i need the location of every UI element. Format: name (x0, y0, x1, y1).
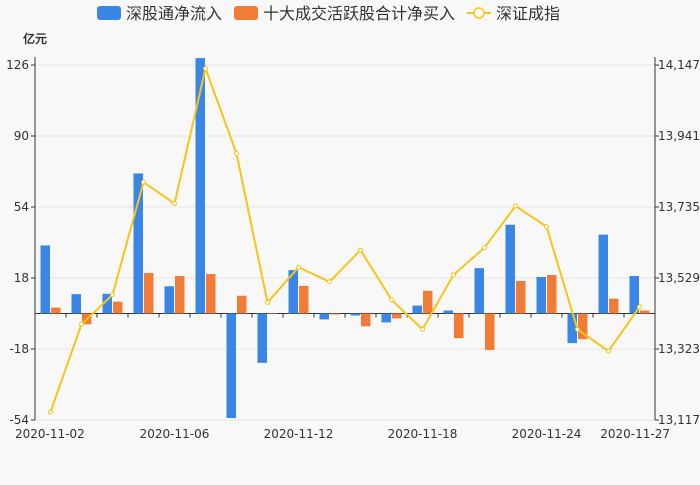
top10-bar-8 (299, 285, 309, 314)
top10-bar-3 (144, 273, 154, 314)
inflow-bar-13 (443, 310, 453, 314)
legend: 深股通净流入 十大成交活跃股合计净买入 深证成指 (97, 4, 560, 23)
inflow-bar-0 (40, 245, 50, 314)
index-point-1 (79, 321, 84, 327)
bars (40, 58, 650, 419)
top10-bar-14 (485, 313, 495, 350)
left-tick-label-0: -54 (9, 413, 29, 427)
inflow-bar-16 (536, 277, 546, 314)
legend-label-2: 深证成指 (496, 4, 560, 23)
index-point-3 (141, 179, 146, 185)
index-point-18 (606, 348, 611, 354)
legend-swatch-marker-2 (473, 7, 485, 19)
index-point-16 (544, 224, 549, 230)
legend-swatch-0 (97, 6, 121, 20)
inflow-bar-15 (505, 224, 515, 314)
x-tick-label-4: 2020-11-24 (512, 427, 582, 441)
index-point-19 (637, 304, 642, 310)
inflow-bar-1 (71, 294, 81, 314)
top10-bar-10 (361, 313, 371, 327)
index-point-15 (513, 203, 518, 209)
top10-bar-16 (547, 275, 557, 314)
index-point-0 (48, 409, 53, 415)
legend-label-1: 十大成交活跃股合计净买入 (263, 4, 455, 23)
inflow-bar-2 (102, 293, 112, 314)
inflow-bar-5 (195, 58, 205, 314)
left-tick-label-4: 90 (14, 129, 29, 143)
inflow-bar-7 (257, 313, 267, 363)
index-polyline (49, 64, 641, 413)
index-point-13 (451, 272, 456, 278)
left-axis-unit-label: 亿元 (23, 31, 47, 46)
inflow-bar-8 (288, 270, 298, 314)
index-point-10 (358, 247, 363, 253)
top10-bar-6 (237, 295, 247, 314)
x-tick-label-2: 2020-11-12 (264, 427, 334, 441)
right-tick-label-0: 13,117 (658, 413, 700, 427)
inflow-bar-17 (567, 313, 577, 344)
index-point-12 (420, 326, 425, 332)
axes: -54 -18 18 54 90 126 13,117 13,323 13,529 13,735 1… (6, 57, 700, 441)
top10-bar-2 (113, 301, 123, 314)
top10-bar-12 (423, 290, 433, 314)
left-tick-label-2: 18 (14, 271, 29, 285)
index-point-4 (172, 201, 177, 207)
x-tick-label-1: 2020-11-06 (140, 427, 210, 441)
inflow-bar-10 (350, 313, 360, 316)
index-point-11 (389, 297, 394, 303)
top10-bar-0 (51, 307, 61, 314)
index-point-9 (327, 279, 332, 285)
inflow-bar-19 (629, 276, 639, 314)
top10-bar-18 (609, 298, 619, 314)
x-tick-label-5: 2020-11-27 (600, 427, 670, 441)
top10-bar-5 (206, 274, 216, 314)
top10-bar-17 (578, 313, 588, 340)
top10-bar-7 (268, 313, 278, 314)
index-point-6 (234, 151, 239, 157)
right-tick-label-4: 13,941 (658, 129, 700, 143)
inflow-bar-14 (474, 268, 484, 314)
left-tick-label-5: 126 (6, 58, 29, 72)
index-point-17 (575, 326, 580, 332)
inflow-bar-6 (226, 313, 236, 419)
top10-bar-15 (516, 280, 526, 314)
index-point-2 (110, 292, 115, 298)
gridlines (35, 64, 655, 421)
inflow-bar-18 (598, 234, 608, 314)
legend-swatch-1 (234, 6, 259, 20)
inflow-bar-12 (412, 305, 422, 314)
index-point-5 (203, 65, 208, 71)
inflow-bar-4 (164, 286, 174, 314)
top10-bar-13 (454, 313, 464, 339)
inflow-bar-9 (319, 313, 329, 320)
right-tick-label-1: 13,323 (658, 342, 700, 356)
top10-bar-11 (392, 313, 402, 319)
right-tick-label-3: 13,735 (658, 200, 700, 214)
inflow-bar-3 (133, 173, 143, 314)
top10-bar-19 (640, 310, 650, 314)
top10-bar-9 (330, 313, 340, 315)
index-point-14 (482, 245, 487, 251)
inflow-bar-11 (381, 313, 391, 323)
index-point-8 (296, 264, 301, 270)
index-line (48, 64, 642, 415)
index-point-7 (265, 299, 270, 305)
right-tick-label-5: 14,147 (658, 58, 700, 72)
top10-bar-4 (175, 276, 185, 314)
left-tick-label-3: 54 (14, 200, 29, 214)
legend-label-0: 深股通净流入 (126, 4, 222, 23)
x-tick-label-0: 2020-11-02 (15, 427, 85, 441)
x-tick-label-3: 2020-11-18 (388, 427, 458, 441)
right-tick-label-2: 13,529 (658, 271, 700, 285)
left-tick-label-1: -18 (9, 342, 29, 356)
